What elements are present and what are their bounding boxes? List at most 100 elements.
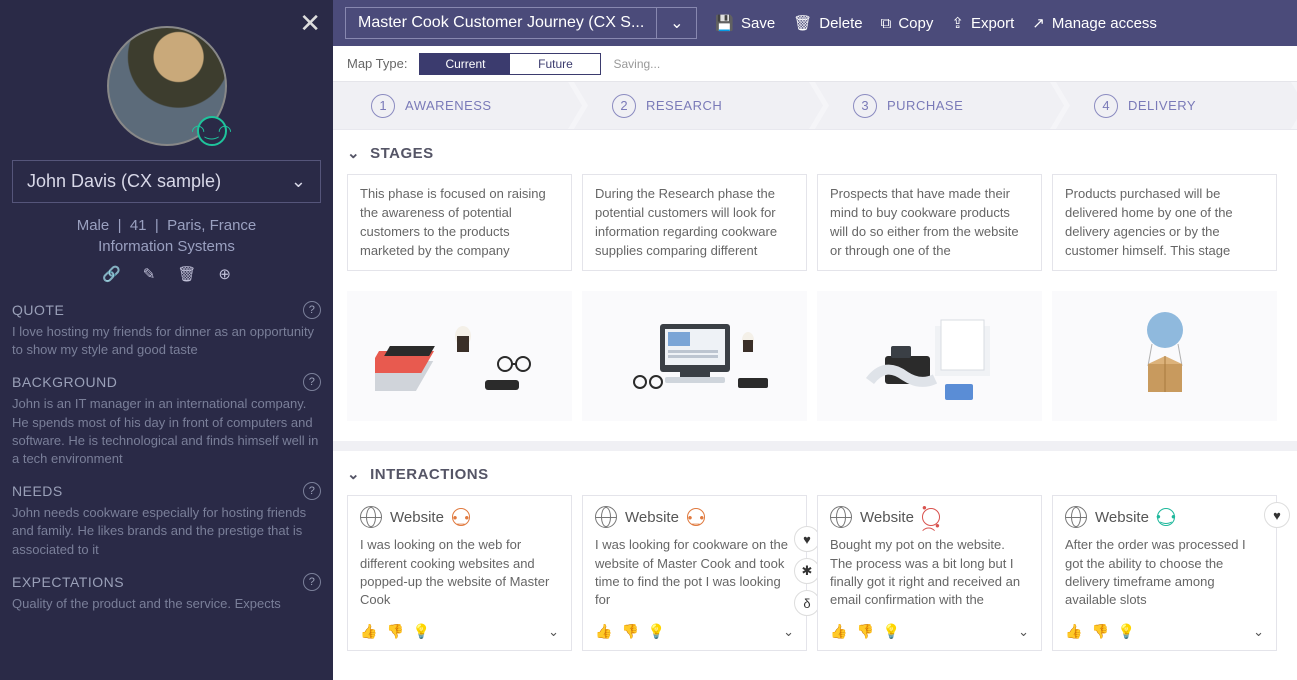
copy-button[interactable]: ⧉Copy [881,15,934,32]
thumbs-up-icon[interactable]: 👍 [595,623,612,640]
idea-icon[interactable]: 💡 [648,623,665,640]
stage-image-research [582,291,807,421]
globe-icon [595,506,617,528]
export-button[interactable]: ⇪Export [951,14,1014,32]
stage-desc-row: This phase is focused on raising the awa… [347,174,1297,271]
stage-image-awareness [347,291,572,421]
journey-title: Master Cook Customer Journey (CX S... [346,14,656,32]
thumbs-down-icon[interactable]: 👎 [386,623,403,640]
chevron-down-icon[interactable]: ⌄ [548,624,559,640]
idea-icon[interactable]: 💡 [883,623,900,640]
interaction-card: ♥ ✱ δ Website •_• I was looking for cook… [582,495,807,651]
persona-dept: Information Systems [12,238,321,255]
stages-header[interactable]: ⌄ STAGES [347,144,1297,162]
saving-status: Saving... [613,57,660,71]
help-icon[interactable]: ? [303,573,321,591]
mood-neutral-icon: •_• [452,508,470,526]
section-head-background: BACKGROUND? [12,373,321,391]
export-icon: ⇪ [951,14,964,32]
phase-purchase[interactable]: 3 PURCHASE [815,82,1064,129]
sidebar: ✕ ◠‿◠ John Davis (CX sample) ⌄ Male | 41… [0,0,333,680]
persona-action-icons: 🔗 ✎ 🗑 ⊕ [12,265,321,283]
share-icon: ↗ [1032,14,1045,32]
map-type-label: Map Type: [347,56,407,71]
stage-desc: This phase is focused on raising the awa… [347,174,572,271]
avatar-mood-icon: ◠‿◠ [197,116,227,146]
phase-delivery[interactable]: 4 DELIVERY [1056,82,1297,129]
help-icon[interactable]: ? [303,373,321,391]
chevron-down-icon[interactable]: ⌄ [656,8,696,38]
trash-icon: 🗑 [793,14,812,32]
persona-name: John Davis (CX sample) [27,171,221,192]
chevron-down-icon: ⌄ [347,144,360,162]
interaction-card: Website •︵• Bought my pot on the website… [817,495,1042,651]
thumbs-up-icon[interactable]: 👍 [360,623,377,640]
add-icon[interactable]: ⊕ [218,265,231,283]
heart-icon[interactable]: ♥ [1264,502,1290,528]
thumbs-down-icon[interactable]: 👎 [621,623,638,640]
thumbs-down-icon[interactable]: 👎 [1091,623,1108,640]
avatar-wrap: ◠‿◠ [12,26,321,146]
mood-happy-icon: •‿• [1157,508,1175,526]
journey-title-select[interactable]: Master Cook Customer Journey (CX S... ⌄ [345,7,697,39]
manage-access-button[interactable]: ↗Manage access [1032,14,1157,32]
topbar: Master Cook Customer Journey (CX S... ⌄ … [333,0,1297,46]
stage-desc: Prospects that have made their mind to b… [817,174,1042,271]
channel-label: Website [860,509,914,526]
mood-neutral-icon: •_• [687,508,705,526]
phase-awareness[interactable]: 1 AWARENESS [333,82,582,129]
delete-button[interactable]: 🗑Delete [793,14,862,32]
mood-sad-icon: •︵• [922,508,940,526]
side-actions: ♥ [1264,502,1290,528]
channel-label: Website [625,509,679,526]
phase-research[interactable]: 2 RESEARCH [574,82,823,129]
thumbs-up-icon[interactable]: 👍 [1065,623,1082,640]
chevron-down-icon[interactable]: ⌄ [783,624,794,640]
chevron-down-icon: ⌄ [291,171,306,192]
channel-label: Website [390,509,444,526]
link-icon[interactable]: 🔗 [102,265,121,283]
map-type-current[interactable]: Current [420,54,510,74]
channel-label: Website [1095,509,1149,526]
interaction-text: After the order was processed I got the … [1065,536,1264,609]
interactions-row: Website •_• I was looking on the web for… [347,495,1297,651]
edit-icon[interactable]: ✎ [143,265,156,283]
thumbs-down-icon[interactable]: 👎 [856,623,873,640]
persona-meta: Male | 41 | Paris, France [12,217,321,234]
chevron-down-icon[interactable]: ⌄ [1253,624,1264,640]
section-body-quote: I love hosting my friends for dinner as … [12,323,321,359]
save-icon: 💾 [715,14,734,32]
save-button[interactable]: 💾Save [715,14,775,32]
chevron-down-icon: ⌄ [347,465,360,483]
map-type-future[interactable]: Future [510,54,600,74]
idea-icon[interactable]: 💡 [1118,623,1135,640]
idea-icon[interactable]: 💡 [413,623,430,640]
trash-icon[interactable]: 🗑 [177,265,196,283]
interactions-header[interactable]: ⌄ INTERACTIONS [347,465,1297,483]
stage-img-row [347,291,1297,421]
globe-icon [830,506,852,528]
stage-image-purchase [817,291,1042,421]
avatar: ◠‿◠ [107,26,227,146]
chevron-down-icon[interactable]: ⌄ [1018,624,1029,640]
help-icon[interactable]: ? [303,301,321,319]
section-body-expectations: Quality of the product and the service. … [12,595,321,613]
stage-desc: Products purchased will be delivered hom… [1052,174,1277,271]
main: Master Cook Customer Journey (CX S... ⌄ … [333,0,1297,680]
section-head-needs: NEEDS? [12,482,321,500]
section-body-background: John is an IT manager in an internationa… [12,395,321,468]
persona-select[interactable]: John Davis (CX sample) ⌄ [12,160,321,203]
interaction-text: I was looking for cookware on the websit… [595,536,794,609]
stage-desc: During the Research phase the potential … [582,174,807,271]
map-type-row: Map Type: Current Future Saving... [333,46,1297,82]
help-icon[interactable]: ? [303,482,321,500]
thumbs-up-icon[interactable]: 👍 [830,623,847,640]
interaction-text: I was looking on the web for different c… [360,536,559,609]
scroll-body: ⌄ STAGES This phase is focused on raisin… [333,130,1297,680]
copy-icon: ⧉ [881,15,892,32]
interaction-card: Website •_• I was looking on the web for… [347,495,572,651]
section-head-expectations: EXPECTATIONS? [12,573,321,591]
interaction-card: ♥ Website •‿• After the order was proces… [1052,495,1277,651]
section-divider [333,441,1297,451]
section-head-quote: QUOTE? [12,301,321,319]
